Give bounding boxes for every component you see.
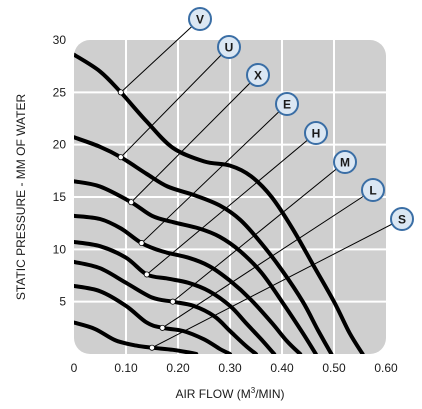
badge-circle-u xyxy=(217,35,241,59)
y-axis-title: STATIC PRESSURE - MM OF WATER xyxy=(14,94,28,301)
badge-label-v: V xyxy=(196,13,204,27)
y-tick-label: 10 xyxy=(53,242,67,256)
badge-label-l: L xyxy=(369,184,376,198)
badge-circle-e xyxy=(275,92,299,116)
x-axis-title-suffix: /MIN) xyxy=(255,387,284,401)
y-tick-labels: 30 25 20 15 10 5 xyxy=(53,33,67,309)
badge-e: E xyxy=(275,92,299,116)
curve-h xyxy=(74,240,277,354)
badge-label-h: H xyxy=(312,127,321,141)
leader-line-l xyxy=(162,189,374,329)
curve-marker-e xyxy=(138,240,145,247)
badge-label-x: X xyxy=(254,69,262,83)
badge-label-u: U xyxy=(225,41,234,55)
badge-circle-v xyxy=(188,7,212,31)
badge-circle-h xyxy=(304,121,328,145)
leader-line-m xyxy=(172,161,346,303)
x-tick-label: 0.40 xyxy=(270,361,294,375)
badge-label-m: M xyxy=(340,156,350,170)
curve-e xyxy=(74,213,303,354)
curve-markers xyxy=(117,89,176,351)
badge-l: L xyxy=(361,178,385,202)
badge-label-e: E xyxy=(283,98,291,112)
series-badges: V U X E H M L S xyxy=(188,7,414,231)
curve-s xyxy=(74,320,199,354)
x-tick-label: 0.30 xyxy=(218,361,242,375)
curve-marker-x xyxy=(128,199,135,206)
y-tick-label: 25 xyxy=(53,85,67,99)
leader-lines xyxy=(120,18,403,349)
x-tick-labels: 0 0.10 0.20 0.30 0.40 0.50 0.60 xyxy=(71,361,398,375)
x-tick-label: 0.20 xyxy=(166,361,190,375)
x-tick-label: 0 xyxy=(71,361,78,375)
x-axis-title: AIR FLOW (M3/MIN) xyxy=(175,386,284,401)
y-tick-label: 5 xyxy=(59,295,66,309)
x-tick-label: 0.10 xyxy=(114,361,138,375)
badge-circle-m xyxy=(333,150,357,174)
x-tick-label: 0.50 xyxy=(322,361,346,375)
leader-line-v xyxy=(120,18,201,93)
leader-line-h xyxy=(146,132,317,275)
curve-marker-h xyxy=(143,271,150,278)
badge-m: M xyxy=(333,150,357,174)
x-axis-title-superscript: 3 xyxy=(251,386,256,395)
badge-circle-l xyxy=(361,178,385,202)
x-axis-title-prefix: AIR FLOW (M xyxy=(175,387,250,401)
leader-line-s xyxy=(151,218,403,349)
curve-marker-s xyxy=(148,344,155,351)
curve-marker-l xyxy=(159,324,166,331)
leader-line-e xyxy=(141,103,288,244)
leader-line-u xyxy=(120,46,230,158)
badge-x: X xyxy=(246,63,270,87)
curve-marker-u xyxy=(117,154,124,161)
badge-h: H xyxy=(304,121,328,145)
y-tick-label: 15 xyxy=(53,190,67,204)
badge-u: U xyxy=(217,35,241,59)
x-tick-label: 0.60 xyxy=(374,361,398,375)
curve-marker-v xyxy=(117,89,124,96)
badge-circle-x xyxy=(246,63,270,87)
y-tick-label: 20 xyxy=(53,138,67,152)
badge-s: S xyxy=(390,207,414,231)
badge-label-s: S xyxy=(398,213,406,227)
curve-m xyxy=(74,259,258,354)
badge-v: V xyxy=(188,7,212,31)
badge-circle-s xyxy=(390,207,414,231)
curve-marker-m xyxy=(169,298,176,305)
y-tick-label: 30 xyxy=(53,33,67,47)
leader-line-x xyxy=(130,74,259,203)
